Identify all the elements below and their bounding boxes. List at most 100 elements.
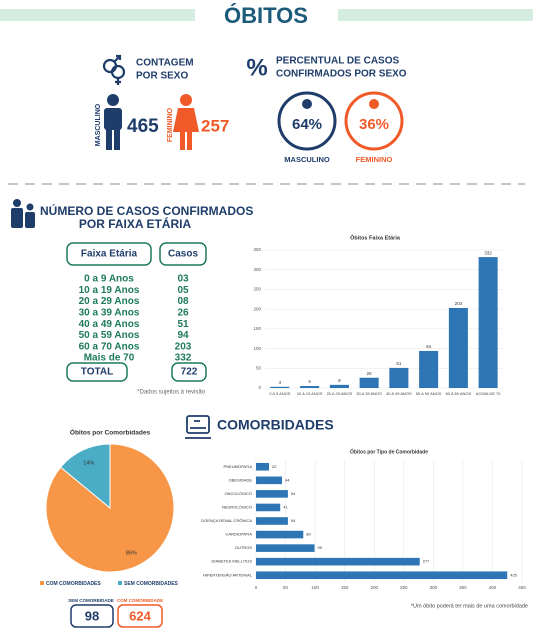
data-label: 44: [285, 477, 290, 482]
y-tick-label: 300: [253, 267, 261, 272]
chart-title: Óbitos por Tipo de Comorbidade: [350, 447, 428, 455]
x-tick-label: 100: [311, 585, 319, 590]
data-label: 51: [396, 361, 402, 366]
table-header: Faixa Etária: [81, 249, 138, 260]
y-tick-label: HIPERTENSÃO ARTERIAL: [203, 572, 253, 577]
y-tick-label: DIABETES MELLITUS: [212, 559, 253, 564]
x-tick-label: 30 A 39 ANOS: [356, 391, 382, 396]
legend-swatch: [118, 581, 122, 585]
x-tick-label: 200: [370, 585, 378, 590]
data-label: 425: [510, 572, 517, 577]
bar: [256, 462, 270, 471]
male-icon: [104, 94, 122, 150]
without-label: SEM COMORBIDADE: [68, 598, 114, 603]
age-cases: 08: [177, 296, 189, 307]
age-range: 40 a 49 Anos: [79, 319, 140, 330]
x-tick-label: ACIMA DE 70: [476, 391, 501, 396]
female-percent-label: FEMININO: [356, 155, 393, 164]
sex-count-title: POR SEXO: [136, 71, 188, 82]
age-cases: 03: [177, 274, 189, 285]
bar: [256, 503, 281, 512]
age-range: 30 a 39 Anos: [79, 308, 140, 319]
bar: [256, 557, 420, 566]
total-box: [171, 362, 207, 382]
data-label: 5: [308, 379, 311, 384]
male-circle-icon: [302, 99, 312, 109]
age-range: Mais de 70: [84, 353, 135, 364]
y-tick-label: 250: [253, 287, 261, 292]
data-label: 203: [455, 301, 463, 306]
table-header-box: [66, 242, 152, 266]
data-label: 41: [283, 505, 288, 510]
with-box: [117, 604, 163, 628]
data-label: 14%: [83, 460, 94, 466]
x-tick-label: 150: [341, 585, 349, 590]
age-range: 50 a 59 Anos: [79, 330, 140, 341]
female-label: FEMININO: [167, 107, 174, 142]
y-tick-label: 0: [258, 385, 261, 390]
total-box: [66, 362, 128, 382]
female-percent: 36%: [359, 116, 389, 133]
male-circle: [277, 91, 337, 151]
y-tick-label: 150: [253, 326, 261, 331]
age-section-title: NÚMERO DE CASOS CONFIRMADOS: [40, 203, 253, 218]
with-value: 624: [129, 608, 151, 623]
data-label: 8: [338, 378, 341, 383]
bar: [256, 517, 288, 525]
bar: [389, 367, 409, 388]
x-tick-label: 300: [430, 585, 438, 590]
x-tick-label: 50: [283, 585, 289, 590]
data-label: 332: [484, 250, 492, 255]
female-count: 257: [201, 116, 229, 135]
x-tick-label: 10 A 19 ANOS: [297, 391, 323, 396]
data-label: 80: [306, 532, 311, 537]
page-title: ÓBITOS: [224, 3, 308, 28]
bar: [256, 490, 288, 498]
bar: [256, 476, 283, 485]
people-icon: [11, 199, 35, 228]
male-count: 465: [127, 116, 159, 137]
data-label: 94: [426, 344, 432, 349]
bar: [478, 257, 498, 388]
chart-title: Óbitos Faixa Etária: [350, 233, 401, 241]
age-cases: 332: [175, 353, 192, 364]
pie-slice: [59, 443, 111, 510]
x-tick-label: 40 A 49 ANOS: [386, 391, 412, 396]
table-note: *Dados sujeitos à revisão: [137, 390, 205, 396]
bar: [448, 307, 468, 388]
with-label: COM COMORBIDADE: [117, 598, 163, 603]
x-tick-label: 20 A 29 ANOS: [327, 391, 353, 396]
age-section-title: POR FAIXA ETÁRIA: [79, 216, 192, 231]
age-range: 20 a 29 Anos: [79, 296, 140, 307]
data-label: 3: [279, 380, 282, 385]
y-tick-label: OBESIDADE: [229, 477, 253, 482]
y-tick-label: CARDIOPATIA: [225, 532, 252, 537]
x-tick-label: 250: [400, 585, 408, 590]
y-tick-label: 100: [253, 346, 261, 351]
table-header-box: [159, 242, 207, 266]
data-label: 277: [423, 559, 430, 564]
without-box: [70, 604, 114, 628]
data-label: 86%: [126, 551, 137, 557]
age-cases: 26: [177, 308, 189, 319]
y-tick-label: DOENÇA RENAL CRÔNICA: [201, 518, 252, 523]
header-box: [195, 2, 338, 28]
x-tick-label: 0 A 9 ANOS: [269, 391, 290, 396]
bar: [256, 530, 304, 539]
bar: [419, 350, 439, 388]
bar: [256, 571, 508, 580]
age-cases: 94: [177, 330, 189, 341]
bar: [256, 544, 315, 552]
x-tick-label: 450: [518, 585, 526, 590]
x-tick-label: 350: [459, 585, 467, 590]
x-tick-label: 50 A 59 ANOS: [416, 391, 442, 396]
chart-title: Óbitos por Comorbidades: [70, 428, 151, 437]
y-tick-label: NEUROLÓGICO: [222, 505, 252, 510]
percent-symbol: %: [246, 54, 267, 81]
data-label: 54: [291, 518, 296, 523]
y-tick-label: 200: [253, 306, 261, 311]
age-cases: 203: [175, 341, 192, 352]
male-percent-label: MASCULINO: [284, 155, 330, 164]
y-tick-label: 50: [256, 365, 262, 370]
